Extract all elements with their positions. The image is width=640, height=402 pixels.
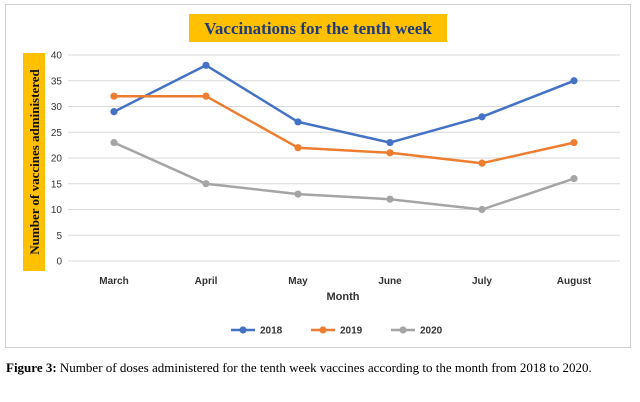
- legend: 2018 2019 2020: [231, 326, 443, 337]
- data-point: [294, 144, 302, 152]
- caption-label: Figure 3:: [6, 360, 57, 375]
- y-tick-label: 0: [56, 257, 62, 268]
- chart-frame: 0 5 10 15 20 25 30 35 40 March April May June July Au…: [5, 4, 631, 348]
- series-2019: [110, 92, 578, 167]
- y-axis-ticks: 0 5 10 15 20 25 30 35 40: [51, 51, 63, 268]
- data-point: [294, 190, 302, 198]
- legend-label: 2019: [340, 326, 363, 337]
- chart-title-background: [189, 14, 447, 42]
- y-tick-label: 15: [51, 179, 63, 190]
- x-axis-title: Month: [327, 291, 360, 303]
- figure-caption: Figure 3: Number of doses administered f…: [6, 360, 634, 376]
- data-point: [570, 175, 578, 183]
- x-tick-label: March: [99, 276, 128, 287]
- y-tick-label: 20: [51, 154, 63, 165]
- x-tick-label: July: [472, 276, 492, 287]
- x-tick-label: August: [557, 276, 592, 287]
- x-tick-label: April: [195, 276, 218, 287]
- x-tick-label: June: [378, 276, 402, 287]
- data-point: [478, 159, 486, 167]
- y-tick-label: 25: [51, 128, 63, 139]
- legend-marker: [239, 326, 247, 334]
- y-tick-label: 35: [51, 76, 63, 87]
- series-line: [114, 94, 575, 165]
- data-point: [386, 149, 394, 157]
- series-2020: [110, 138, 578, 214]
- legend-item: 2019: [311, 326, 363, 337]
- series-lines: [110, 61, 578, 214]
- data-point: [110, 92, 118, 100]
- y-axis-title-background: [23, 53, 45, 271]
- series-line: [113, 141, 575, 211]
- legend-marker: [399, 326, 407, 334]
- data-point: [570, 77, 578, 85]
- y-tick-label: 10: [51, 205, 63, 216]
- data-point: [202, 180, 210, 188]
- series-2018: [110, 61, 578, 147]
- legend-label: 2018: [260, 326, 283, 337]
- series-line: [113, 64, 575, 144]
- y-tick-label: 30: [51, 102, 63, 113]
- legend-item: 2018: [231, 326, 283, 337]
- data-point: [478, 113, 486, 121]
- x-axis-ticks: March April May June July August: [99, 276, 592, 287]
- data-point: [570, 138, 578, 147]
- x-tick-label: May: [288, 276, 308, 287]
- legend-label: 2020: [420, 326, 443, 337]
- data-point: [386, 138, 394, 147]
- data-point: [110, 138, 118, 147]
- legend-marker: [319, 326, 327, 334]
- line-chart: 0 5 10 15 20 25 30 35 40 March April May June July Au…: [23, 14, 620, 337]
- legend-item: 2020: [391, 326, 443, 337]
- data-point: [294, 118, 302, 126]
- data-point: [478, 205, 486, 214]
- caption-text: Number of doses administered for the ten…: [56, 360, 592, 375]
- y-axis-title: Number of vaccines administered: [27, 68, 42, 254]
- data-point: [386, 195, 394, 203]
- y-tick-label: 40: [51, 51, 63, 62]
- data-point: [202, 92, 210, 100]
- y-tick-label: 5: [56, 231, 62, 242]
- data-point: [110, 108, 118, 116]
- chart-title: Vaccinations for the tenth week: [204, 19, 432, 38]
- data-point: [202, 61, 210, 69]
